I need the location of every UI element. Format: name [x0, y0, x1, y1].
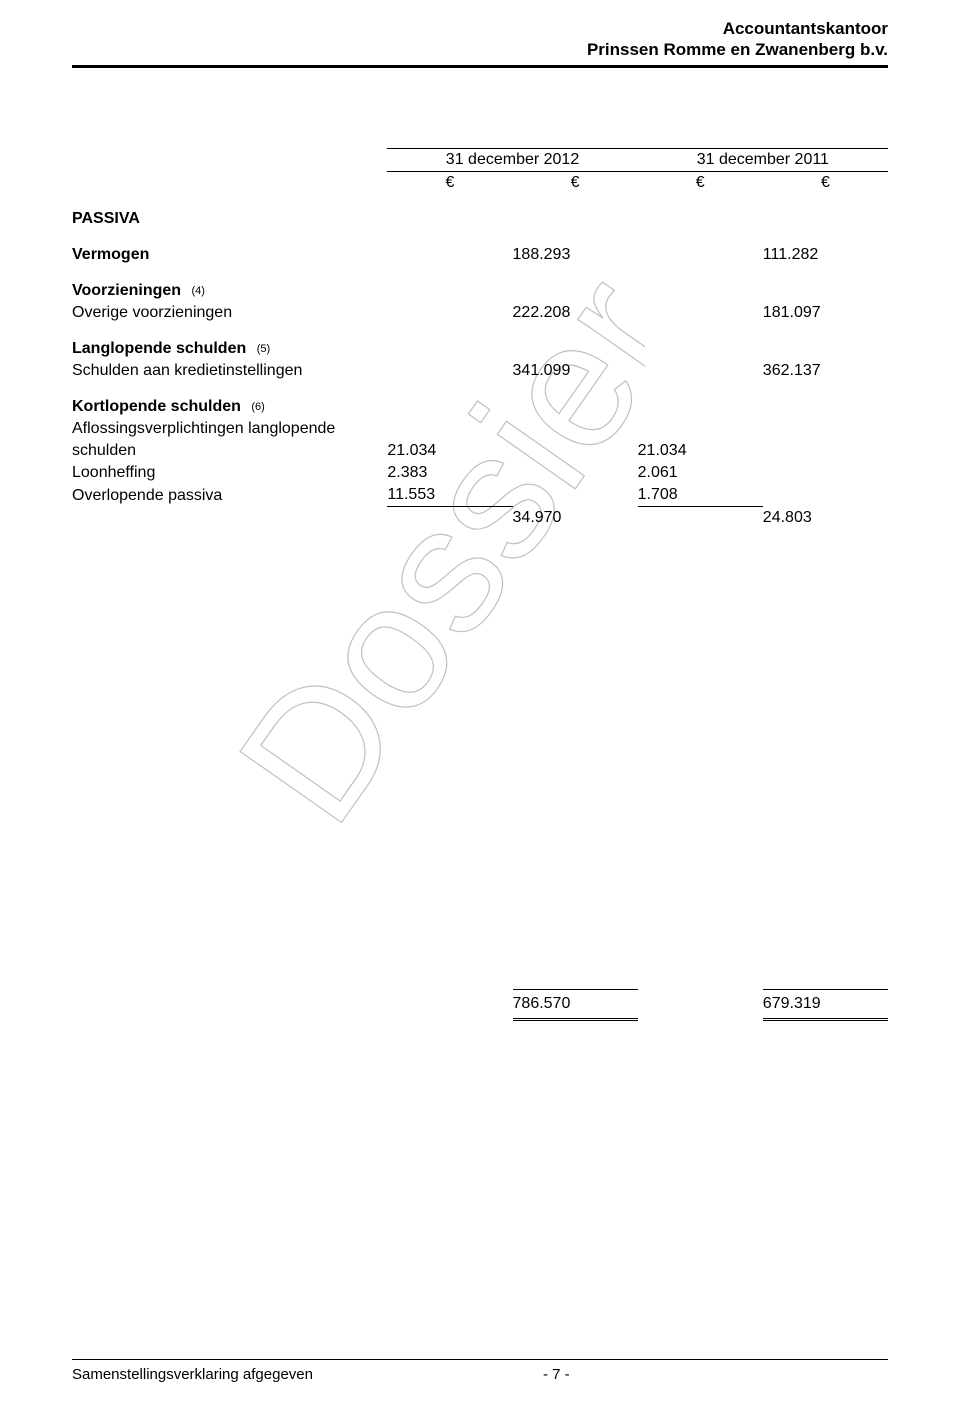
- note-4: (4): [186, 285, 205, 297]
- label-langlopende: Langlopende schulden: [72, 340, 246, 357]
- label-overlopende: Overlopende passiva: [72, 484, 387, 507]
- page-footer: Samenstellingsverklaring afgegeven - 7 -: [72, 1359, 888, 1383]
- section-title: PASSIVA: [72, 208, 387, 230]
- schulden-kred-2012: 341.099: [513, 360, 638, 382]
- label-schulden-kred: Schulden aan kredietinstellingen: [72, 360, 387, 382]
- currency-c2: €: [513, 172, 638, 195]
- label-kortlopende: Kortlopende schulden: [72, 398, 241, 415]
- schulden-kred-2011: 362.137: [763, 360, 888, 382]
- loonheffing-c1: 2.383: [387, 462, 512, 484]
- label-vermogen: Vermogen: [72, 244, 387, 266]
- overlopende-c3: 1.708: [638, 484, 763, 507]
- afloss-c1: 21.034: [387, 440, 512, 462]
- header-divider: [72, 65, 888, 68]
- row-afloss-l2: schulden 21.034 21.034: [72, 440, 888, 462]
- company-name-line1: Accountantskantoor: [587, 18, 888, 39]
- row-overlopende: Overlopende passiva 11.553 1.708: [72, 484, 888, 507]
- overige-voorz-2011: 181.097: [763, 302, 888, 324]
- row-kortlopende-head: Kortlopende schulden (6): [72, 396, 888, 418]
- row-grand-total: 786.570 679.319: [72, 989, 888, 1019]
- vermogen-2012: 188.293: [513, 244, 638, 266]
- vermogen-2011: 111.282: [763, 244, 888, 266]
- note-6: (6): [245, 401, 264, 413]
- kort-sub-2012: 34.970: [513, 507, 638, 529]
- afloss-c3: 21.034: [638, 440, 763, 462]
- label-overige-voorz: Overige voorzieningen: [72, 302, 387, 324]
- currency-c3: €: [638, 172, 763, 195]
- overlopende-c1: 11.553: [387, 484, 512, 507]
- page-number: - 7 -: [543, 1366, 570, 1383]
- row-voorzieningen-head: Voorzieningen (4): [72, 280, 888, 302]
- period-header-row: 31 december 2012 31 december 2011: [72, 149, 888, 172]
- overige-voorz-2012: 222.208: [513, 302, 638, 324]
- kort-sub-2011: 24.803: [763, 507, 888, 529]
- note-5: (5): [251, 343, 270, 355]
- financial-table-wrapper: 31 december 2012 31 december 2011 € € € …: [72, 148, 888, 1021]
- currency-row: € € € €: [72, 172, 888, 195]
- row-vermogen: Vermogen 188.293 111.282: [72, 244, 888, 266]
- grand-total-table: 786.570 679.319: [72, 989, 888, 1021]
- company-name-line2: Prinssen Romme en Zwanenberg b.v.: [587, 39, 888, 60]
- label-loonheffing: Loonheffing: [72, 462, 387, 484]
- section-passiva: PASSIVA: [72, 208, 888, 230]
- row-schulden-kred: Schulden aan kredietinstellingen 341.099…: [72, 360, 888, 382]
- grand-total-2011: 679.319: [763, 989, 888, 1019]
- label-afloss-l2: schulden: [72, 440, 387, 462]
- grand-total-2012: 786.570: [513, 989, 638, 1019]
- row-loonheffing: Loonheffing 2.383 2.061: [72, 462, 888, 484]
- row-kort-subtotal: 34.970 24.803: [72, 507, 888, 529]
- period-2012: 31 december 2012: [387, 149, 637, 172]
- footer-text: Samenstellingsverklaring afgegeven: [72, 1366, 313, 1383]
- period-2011: 31 december 2011: [638, 149, 888, 172]
- currency-c1: €: [387, 172, 512, 195]
- loonheffing-c3: 2.061: [638, 462, 763, 484]
- row-afloss-l1: Aflossingsverplichtingen langlopende: [72, 418, 888, 440]
- passiva-table: 31 december 2012 31 december 2011 € € € …: [72, 148, 888, 529]
- footer-divider: [72, 1359, 888, 1360]
- company-header: Accountantskantoor Prinssen Romme en Zwa…: [587, 18, 888, 61]
- row-langlopende-head: Langlopende schulden (5): [72, 338, 888, 360]
- currency-c4: €: [763, 172, 888, 195]
- label-afloss-l1: Aflossingsverplichtingen langlopende: [72, 418, 387, 440]
- row-overige-voorz: Overige voorzieningen 222.208 181.097: [72, 302, 888, 324]
- label-voorzieningen: Voorzieningen: [72, 282, 181, 299]
